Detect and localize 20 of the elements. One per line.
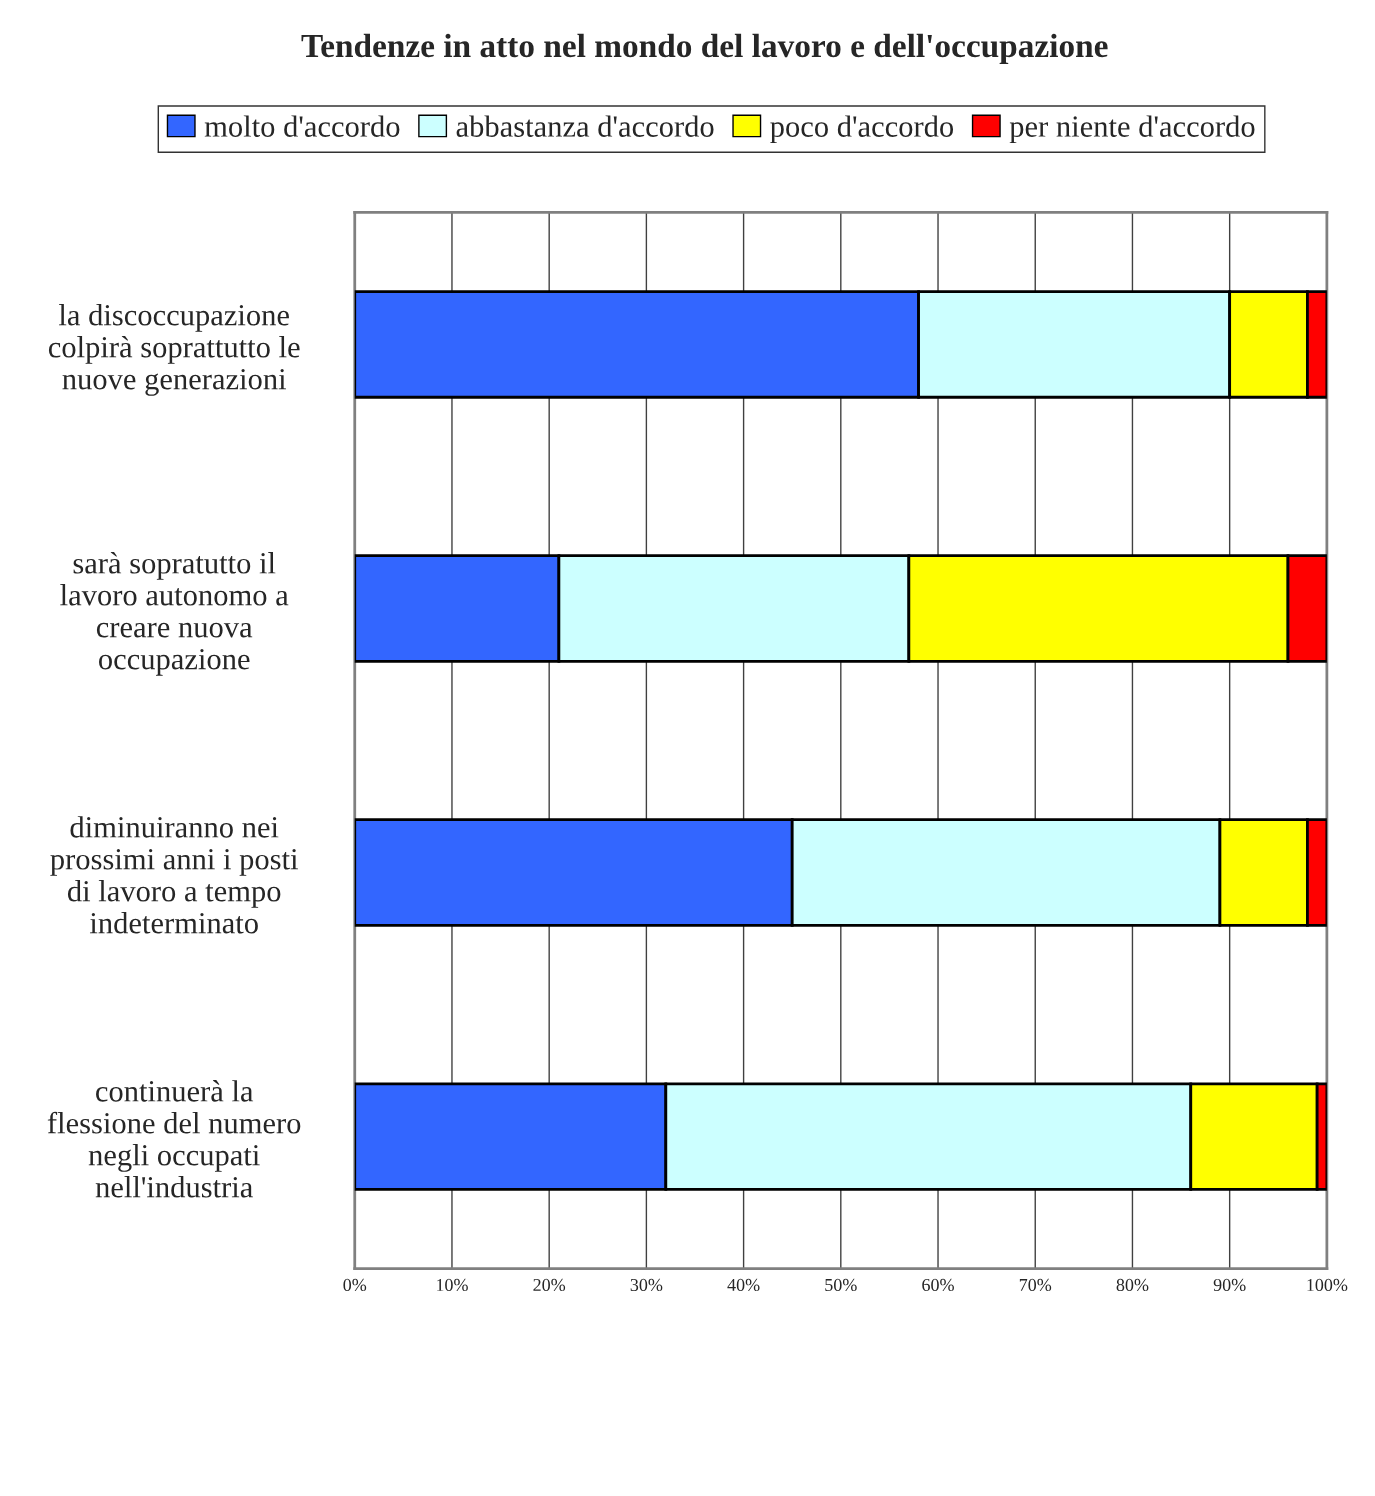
y-tick-label: la discoccupazione colpirà soprattutto le nuove generazioni	[48, 304, 300, 396]
x-tick-label: 10%	[437, 1278, 468, 1292]
y-tick-label: diminuiranno nei prossimi anni i posti di lavoro a tempo indeterminato	[50, 816, 298, 934]
y-tick-label: sarà sopratutto il lavoro autonomo a creare nuova occupazione	[60, 552, 289, 676]
x-tick-label: 80%	[1116, 1278, 1149, 1292]
legend-label: poco d'accordo	[770, 115, 954, 144]
x-tick-label: 70%	[1019, 1278, 1052, 1292]
x-tick-label: 20%	[533, 1278, 566, 1292]
chart-title: Tendenze in atto nel mondo del lavoro e dell'occupazione	[301, 33, 1108, 64]
x-tick-label: 50%	[825, 1278, 857, 1292]
x-tick-label: 60%	[922, 1278, 954, 1292]
legend-label: per niente d'accordo	[1009, 115, 1255, 144]
legend-label: molto d'accordo	[204, 115, 400, 137]
y-tick-label: continuerà la flessione del numero negli occupati nell'industria	[47, 1080, 301, 1198]
x-tick-label: 0%	[343, 1278, 367, 1292]
x-tick-label: 40%	[727, 1278, 760, 1292]
legend-label: abbastanza d'accordo	[456, 115, 714, 137]
x-tick-label: 100%	[1307, 1278, 1348, 1292]
x-tick-label: 90%	[1213, 1278, 1246, 1292]
x-tick-label: 30%	[630, 1278, 663, 1292]
